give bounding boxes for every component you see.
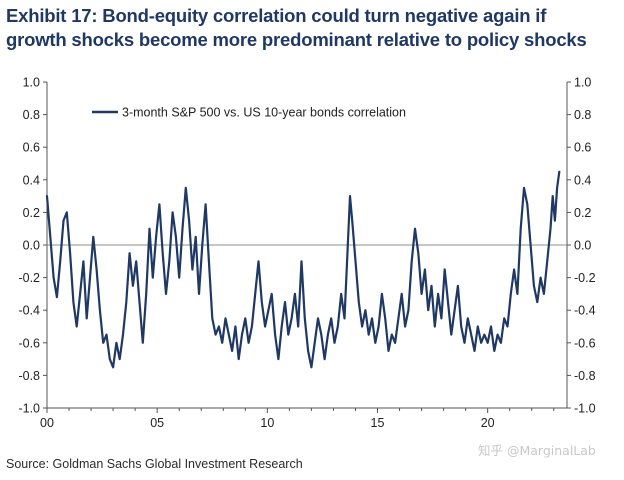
- series-line-0: [45, 170, 561, 369]
- y-tick-label-right: 0.0: [574, 239, 591, 253]
- y-tick-label-right: 0.6: [574, 141, 591, 155]
- y-tick-label-right: 0.4: [574, 173, 591, 187]
- x-tick-label: 10: [260, 416, 274, 430]
- y-tick-label-right: -0.6: [574, 336, 596, 350]
- x-tick-label: 20: [481, 416, 495, 430]
- y-tick-label-left: -0.2: [18, 271, 40, 285]
- y-tick-label-left: 0.8: [23, 108, 40, 122]
- y-tick-label-right: -0.2: [574, 271, 596, 285]
- chart-title-line-1: Exhibit 17: Bond-equity correlation coul…: [6, 5, 547, 26]
- chart-title-line-2: growth shocks become more predominant re…: [6, 29, 587, 50]
- y-tick-label-left: 1.0: [23, 76, 40, 90]
- y-tick-label-left: -0.6: [18, 336, 40, 350]
- chart-title: Exhibit 17: Bond-equity correlation coul…: [6, 4, 618, 52]
- source-note: Source: Goldman Sachs Global Investment …: [6, 457, 303, 471]
- y-tick-label-left: -0.4: [18, 304, 40, 318]
- y-tick-label-left: 0.6: [23, 141, 40, 155]
- y-tick-label-right: 0.8: [574, 108, 591, 122]
- y-tick-label-left: -0.8: [18, 369, 40, 383]
- x-tick-label: 00: [40, 416, 54, 430]
- x-tick-label: 05: [150, 416, 164, 430]
- watermark: 知乎 @MarginalLab: [478, 443, 596, 458]
- y-tick-label-right: -1.0: [574, 402, 596, 416]
- y-tick-label-left: 0.4: [23, 173, 40, 187]
- x-tick-label: 15: [371, 416, 385, 430]
- legend-label: 3-month S&P 500 vs. US 10-year bonds cor…: [122, 106, 406, 120]
- y-tick-label-right: 1.0: [574, 76, 591, 90]
- y-tick-label-left: 0.2: [23, 206, 40, 220]
- y-tick-label-left: -1.0: [18, 402, 40, 416]
- y-tick-label-right: -0.8: [574, 369, 596, 383]
- y-tick-label-left: 0.0: [23, 239, 40, 253]
- y-tick-label-right: -0.4: [574, 304, 596, 318]
- y-tick-label-right: 0.2: [574, 206, 591, 220]
